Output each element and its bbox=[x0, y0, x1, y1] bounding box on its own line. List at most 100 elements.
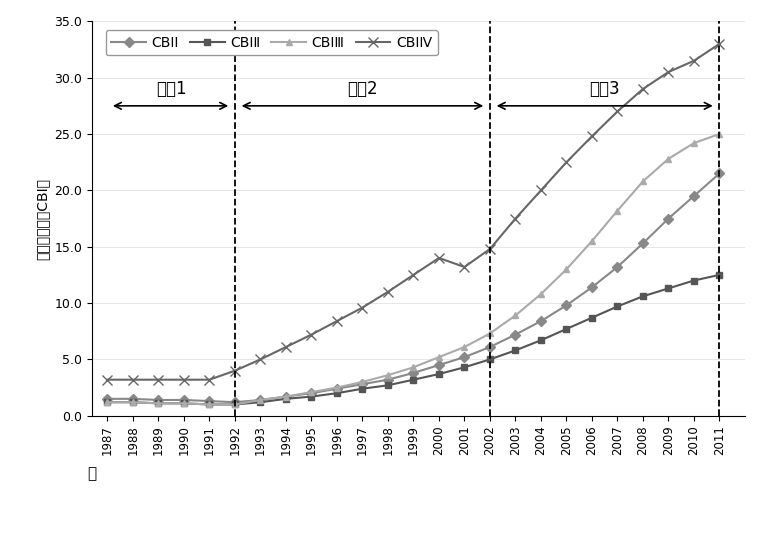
CBIⅡ bbox=[256, 399, 265, 406]
CBIⅢ bbox=[435, 354, 444, 360]
CBIⅡ bbox=[588, 314, 597, 321]
CBIⅡ bbox=[333, 390, 342, 397]
CBIⅢ bbox=[103, 399, 112, 406]
CBIⅡ bbox=[613, 303, 622, 310]
CBIⅠ bbox=[205, 398, 214, 405]
CBIⅢ bbox=[613, 207, 622, 214]
CBIⅢ bbox=[588, 238, 597, 244]
CBIⅠ bbox=[307, 390, 316, 397]
CBIⅣ bbox=[128, 376, 137, 383]
CBIⅠ bbox=[256, 397, 265, 403]
CBIⅠ bbox=[715, 170, 724, 176]
CBIⅠ bbox=[613, 264, 622, 270]
CBIⅠ bbox=[588, 284, 597, 290]
CBIⅠ bbox=[103, 395, 112, 402]
Text: 阶捗1: 阶捗1 bbox=[156, 80, 187, 98]
CBIⅡ bbox=[485, 356, 495, 362]
CBIⅡ bbox=[230, 401, 240, 408]
CBIⅡ bbox=[409, 376, 418, 383]
CBIⅡ bbox=[690, 277, 699, 284]
CBIⅣ bbox=[588, 133, 597, 140]
CBIⅣ bbox=[281, 344, 290, 350]
CBIⅢ bbox=[154, 400, 163, 407]
CBIⅣ bbox=[180, 376, 189, 383]
CBIⅢ bbox=[180, 400, 189, 407]
CBIⅢ bbox=[638, 178, 647, 184]
CBIⅣ bbox=[511, 215, 520, 222]
CBIⅢ bbox=[562, 266, 571, 272]
CBIⅣ bbox=[103, 376, 112, 383]
CBIⅠ bbox=[664, 215, 673, 222]
CBIⅢ bbox=[128, 399, 137, 406]
CBIⅣ bbox=[690, 58, 699, 64]
Legend: CBIⅠ, CBIⅡ, CBIⅢ, CBIⅣ: CBIⅠ, CBIⅡ, CBIⅢ, CBIⅣ bbox=[106, 30, 438, 55]
CBIⅢ bbox=[383, 372, 392, 378]
CBIⅣ bbox=[613, 108, 622, 115]
CBIⅣ bbox=[536, 187, 545, 193]
Y-axis label: 碳平衡系数（CBI）: 碳平衡系数（CBI） bbox=[35, 177, 49, 260]
CBIⅡ bbox=[715, 272, 724, 278]
CBIⅣ bbox=[435, 255, 444, 261]
CBIⅢ bbox=[511, 312, 520, 319]
CBIⅢ bbox=[485, 330, 495, 337]
CBIⅢ bbox=[230, 401, 240, 408]
CBIⅢ bbox=[256, 397, 265, 403]
Line: CBIⅣ: CBIⅣ bbox=[103, 39, 724, 384]
CBIⅠ bbox=[358, 381, 367, 387]
Line: CBIⅡ: CBIⅡ bbox=[104, 271, 723, 408]
CBIⅣ bbox=[409, 272, 418, 278]
CBIⅠ bbox=[485, 344, 495, 350]
CBIⅠ bbox=[460, 354, 469, 360]
CBIⅠ bbox=[128, 395, 137, 402]
CBIⅡ bbox=[180, 400, 189, 407]
CBIⅡ bbox=[128, 399, 137, 406]
CBIⅢ bbox=[460, 344, 469, 350]
CBIⅣ bbox=[638, 86, 647, 92]
CBIⅣ bbox=[485, 246, 495, 252]
CBIⅢ bbox=[690, 140, 699, 146]
CBIⅠ bbox=[562, 302, 571, 309]
CBIⅣ bbox=[383, 288, 392, 295]
CBIⅠ bbox=[281, 393, 290, 400]
CBIⅢ bbox=[536, 291, 545, 297]
CBIⅠ bbox=[333, 385, 342, 392]
Line: CBIⅠ: CBIⅠ bbox=[104, 170, 723, 406]
CBIⅠ bbox=[638, 240, 647, 247]
CBIⅣ bbox=[256, 356, 265, 362]
CBIⅣ bbox=[307, 332, 316, 338]
CBIⅡ bbox=[511, 347, 520, 353]
CBIⅣ bbox=[562, 159, 571, 165]
CBIⅠ bbox=[409, 370, 418, 376]
Line: CBIⅢ: CBIⅢ bbox=[104, 131, 723, 408]
CBIⅢ bbox=[205, 401, 214, 408]
Text: 阶捗2: 阶捗2 bbox=[347, 80, 378, 98]
CBIⅡ bbox=[205, 401, 214, 408]
CBIⅣ bbox=[358, 304, 367, 311]
CBIⅠ bbox=[435, 362, 444, 368]
CBIⅡ bbox=[562, 326, 571, 332]
CBIⅠ bbox=[230, 399, 240, 406]
CBIⅣ bbox=[230, 367, 240, 374]
CBIⅣ bbox=[460, 264, 469, 270]
CBIⅢ bbox=[333, 384, 342, 391]
CBIⅣ bbox=[154, 376, 163, 383]
CBIⅢ bbox=[281, 393, 290, 400]
CBIⅡ bbox=[103, 399, 112, 406]
CBIⅣ bbox=[664, 69, 673, 75]
Text: 年: 年 bbox=[88, 466, 97, 481]
CBIⅢ bbox=[715, 131, 724, 137]
Text: 阶捗3: 阶捗3 bbox=[589, 80, 620, 98]
CBIⅠ bbox=[383, 376, 392, 383]
CBIⅡ bbox=[383, 382, 392, 389]
CBIⅠ bbox=[536, 318, 545, 324]
CBIⅠ bbox=[180, 397, 189, 403]
CBIⅡ bbox=[281, 395, 290, 402]
CBIⅡ bbox=[358, 385, 367, 392]
CBIⅡ bbox=[307, 393, 316, 400]
CBIⅠ bbox=[154, 397, 163, 403]
CBIⅢ bbox=[664, 156, 673, 162]
CBIⅡ bbox=[154, 400, 163, 407]
CBIⅣ bbox=[715, 41, 724, 47]
CBIⅡ bbox=[536, 337, 545, 343]
CBIⅢ bbox=[307, 389, 316, 395]
